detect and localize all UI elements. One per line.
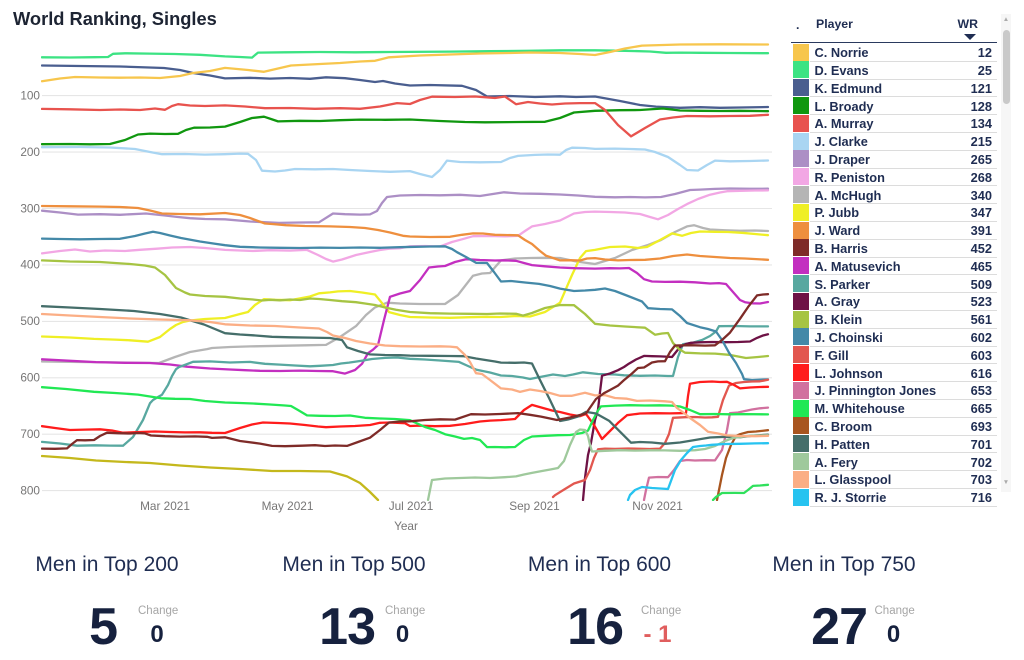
svg-text:200: 200 xyxy=(20,145,40,159)
svg-text:Nov 2021: Nov 2021 xyxy=(632,499,683,513)
svg-text:May 2021: May 2021 xyxy=(262,499,314,513)
svg-text:300: 300 xyxy=(20,201,40,215)
svg-text:500: 500 xyxy=(20,314,40,328)
svg-text:400: 400 xyxy=(20,258,40,272)
svg-text:Jul 2021: Jul 2021 xyxy=(389,499,434,513)
svg-text:Sep 2021: Sep 2021 xyxy=(509,499,560,513)
svg-text:600: 600 xyxy=(20,371,40,385)
svg-text:Mar 2021: Mar 2021 xyxy=(140,499,190,513)
svg-text:700: 700 xyxy=(20,427,40,441)
svg-text:100: 100 xyxy=(20,88,40,102)
svg-text:Year: Year xyxy=(394,519,418,533)
svg-text:800: 800 xyxy=(20,483,40,497)
